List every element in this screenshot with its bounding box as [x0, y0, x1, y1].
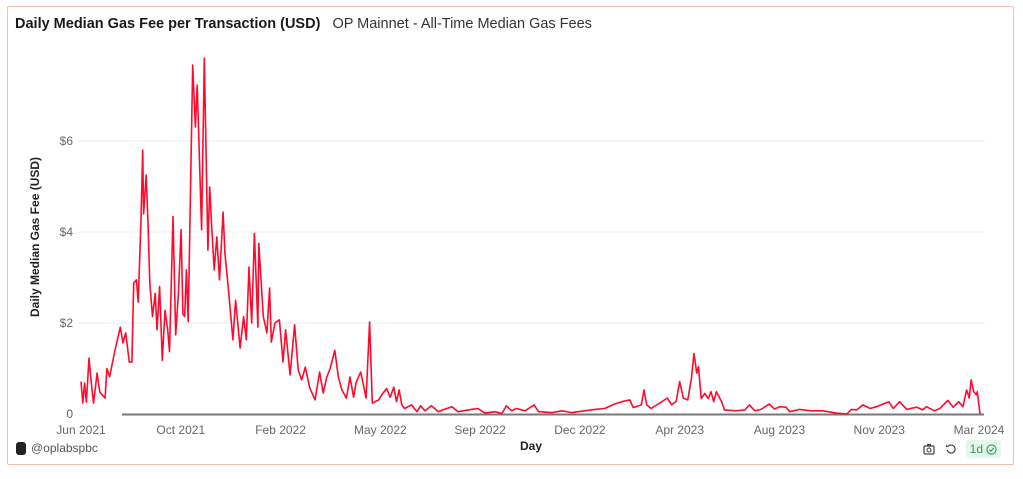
author-credit[interactable]: @oplabspbc — [16, 441, 98, 455]
refresh-icon[interactable] — [944, 442, 958, 456]
camera-icon[interactable] — [922, 442, 936, 456]
y-tick-label: $4 — [60, 225, 74, 239]
x-tick-label: Oct 2021 — [156, 423, 205, 437]
y-axis-ticks: 0 $2 $4 $6 — [60, 134, 74, 421]
x-tick-label: Feb 2022 — [255, 423, 306, 437]
author-name[interactable]: @oplabspbc — [31, 441, 98, 455]
series-line — [80, 57, 981, 415]
x-tick-label: Mar 2024 — [954, 423, 1005, 437]
x-tick-label: Apr 2023 — [655, 423, 704, 437]
x-tick-label: Jun 2021 — [56, 423, 106, 437]
chart-title: Daily Median Gas Fee per Transaction (US… — [15, 16, 321, 32]
y-tick-label: $6 — [60, 134, 74, 148]
gridlines — [78, 140, 985, 324]
chart-subtitle: OP Mainnet - All-Time Median Gas Fees — [332, 16, 592, 32]
chart-card — [7, 6, 1014, 465]
refresh-interval-badge[interactable]: 1d — [965, 440, 1001, 458]
chart-actions: 1d — [922, 440, 1001, 458]
check-circle-icon — [986, 443, 997, 455]
x-axis-label: Day — [520, 439, 542, 453]
y-tick-label: 0 — [66, 407, 73, 421]
refresh-interval-label: 1d — [969, 442, 983, 456]
x-tick-label: May 2022 — [354, 423, 407, 437]
x-tick-label: Sep 2022 — [454, 423, 506, 437]
x-tick-label: Aug 2023 — [754, 423, 806, 437]
x-axis-ticks: Jun 2021 Oct 2021 Feb 2022 May 2022 Sep 2022… — [56, 423, 1004, 437]
y-tick-label: $2 — [60, 316, 74, 330]
chart-header: Daily Median Gas Fee per Transaction (US… — [15, 16, 592, 32]
author-logo-icon — [16, 441, 26, 455]
y-axis-label: Daily Median Gas Fee (USD) — [28, 157, 42, 317]
x-tick-label: Dec 2022 — [554, 423, 606, 437]
x-tick-label: Nov 2023 — [854, 423, 906, 437]
